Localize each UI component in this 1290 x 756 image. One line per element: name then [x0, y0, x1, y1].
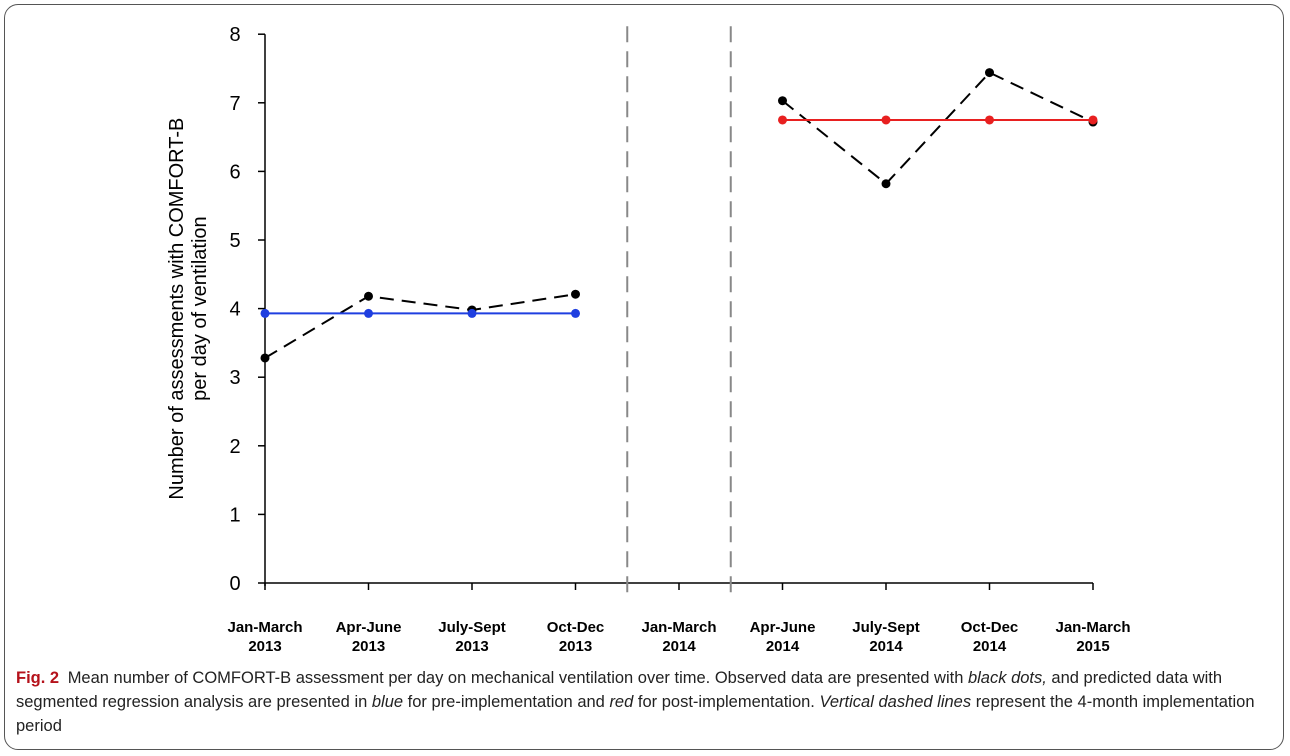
caption-text: and predicted data with segmented regres… [16, 669, 1223, 711]
y-tick-label: 4 [229, 299, 240, 321]
y-tick-label: 7 [229, 93, 240, 115]
x-tick-label-year: 2014 [869, 638, 903, 655]
x-tick-label-year: 2014 [662, 638, 696, 655]
caption-italic: blue [371, 693, 404, 711]
x-tick-label: Apr-June [336, 619, 402, 636]
chart: 0 1 2 3 4 5 6 7 8 Jan-March 2013 Apr-June 2013 July-S… [166, 24, 1131, 655]
x-tick-label: Jan-March [1055, 619, 1130, 636]
series-0-point [778, 96, 787, 106]
y-tick-label: 2 [229, 436, 240, 458]
series-2-point [881, 115, 891, 125]
y-axis-label: Number of assessments with COMFORT-Bper … [166, 118, 211, 500]
series-0-point [881, 179, 891, 189]
caption-italic: black dots, [967, 669, 1047, 687]
series-0-point [985, 68, 994, 78]
x-tick-label: July-Sept [852, 619, 920, 636]
caption-text: for pre-implementation and [403, 693, 610, 711]
series-0-point [364, 291, 373, 301]
series-1-point [467, 308, 477, 318]
x-tick-label: Jan-March [227, 619, 302, 636]
y-tick-label: 3 [229, 367, 240, 389]
series-2-point [985, 115, 994, 125]
caption-italic: red [609, 693, 634, 711]
x-tick-label: Apr-June [750, 619, 816, 636]
x-tick-label-year: 2014 [766, 638, 800, 655]
x-tick-label-year: 2015 [1076, 638, 1109, 655]
series-1-point [260, 308, 270, 318]
x-tick-label-year: 2013 [248, 638, 281, 655]
caption-text: represent the 4-month implementation per… [16, 693, 1255, 735]
x-tick-label-year: 2013 [455, 638, 488, 655]
series-0-line [781, 71, 1094, 186]
caption-text: Mean number of COMFORT-B assessment per … [67, 669, 968, 687]
caption-text: for post-implementation. [633, 693, 820, 711]
x-tick-label: Jan-March [641, 619, 716, 636]
series-0-point [260, 353, 270, 363]
x-tick-label: July-Sept [438, 619, 506, 636]
y-tick-label: 6 [229, 161, 240, 183]
caption-italic: Vertical dashed lines [819, 693, 972, 711]
x-tick-label: Oct-Dec [961, 619, 1019, 636]
x-tick-label-year: 2013 [559, 638, 592, 655]
figure-caption: Fig. 2 Mean number of COMFORT-B assessme… [16, 666, 1266, 738]
y-tick-label: 8 [229, 24, 240, 46]
x-tick-label: Oct-Dec [547, 619, 605, 636]
series-1-point [571, 308, 580, 318]
series-0-point [571, 289, 580, 299]
y-tick-label: 1 [229, 504, 240, 526]
series-2-point [1088, 115, 1098, 125]
figure-frame [4, 4, 1284, 750]
series-1-point [364, 308, 373, 318]
y-tick-label: 0 [229, 573, 240, 595]
x-tick-label-year: 2014 [973, 638, 1007, 655]
x-tick-label-year: 2013 [352, 638, 385, 655]
series-0-line [264, 293, 576, 359]
y-tick-label: 5 [229, 230, 240, 252]
caption-figure-label: Fig. 2 [16, 669, 60, 687]
series-2-point [778, 115, 787, 125]
